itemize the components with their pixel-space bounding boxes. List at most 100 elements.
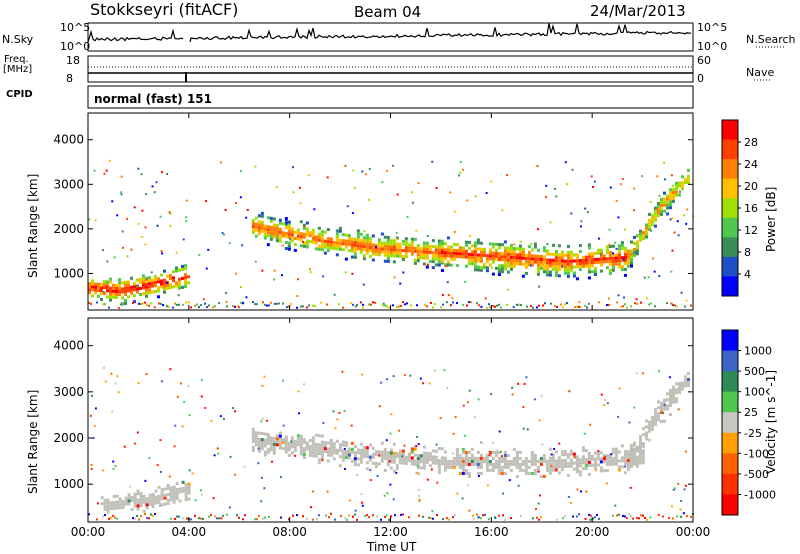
scatter-cell bbox=[187, 497, 191, 501]
scatter-cell bbox=[378, 454, 381, 457]
scatter-cell bbox=[184, 498, 188, 502]
scatter-cell bbox=[527, 245, 531, 249]
scatter-cell bbox=[452, 432, 455, 435]
scatter-cell bbox=[118, 500, 122, 504]
scatter-cell bbox=[194, 514, 196, 517]
scatter-cell bbox=[525, 376, 528, 379]
scatter-cell bbox=[410, 252, 414, 256]
scatter-cell bbox=[410, 447, 413, 450]
scatter-cell bbox=[101, 249, 104, 252]
scatter-cell bbox=[144, 243, 147, 246]
scatter-cell bbox=[257, 443, 261, 447]
scatter-cell bbox=[141, 209, 144, 212]
scatter-cell bbox=[416, 256, 420, 260]
scatter-cell bbox=[254, 440, 258, 444]
scatter-cell bbox=[154, 495, 158, 499]
scatter-cell bbox=[416, 244, 420, 248]
scatter-cell bbox=[344, 233, 348, 237]
scatter-cell bbox=[642, 514, 644, 517]
nsearch-tick-bottom: 10^0 bbox=[697, 40, 727, 53]
y-tick-label: 2000 bbox=[53, 431, 84, 445]
scatter-cell bbox=[473, 250, 477, 254]
scatter-cell bbox=[311, 228, 315, 232]
scatter-cell bbox=[437, 468, 441, 472]
scatter-cell bbox=[554, 256, 558, 260]
scatter-cell bbox=[554, 450, 558, 454]
scatter-cell bbox=[575, 277, 579, 281]
scatter-cell bbox=[454, 416, 457, 419]
scatter-cell bbox=[124, 499, 128, 503]
scatter-cell bbox=[385, 514, 388, 517]
scatter-cell bbox=[353, 249, 357, 253]
scatter-cell bbox=[608, 262, 612, 266]
scatter-cell bbox=[686, 515, 688, 518]
scatter-cell bbox=[441, 262, 444, 265]
scatter-cell bbox=[184, 279, 187, 283]
scatter-cell bbox=[269, 219, 273, 223]
scatter-cell bbox=[431, 239, 435, 243]
scatter-cell bbox=[590, 270, 594, 274]
scatter-cell bbox=[335, 238, 339, 242]
scatter-cell bbox=[476, 256, 480, 260]
scatter-cell bbox=[569, 265, 573, 269]
scatter-cell bbox=[344, 441, 348, 445]
scatter-cell bbox=[416, 304, 418, 307]
scatter-cell bbox=[356, 518, 358, 521]
scatter-cell bbox=[629, 249, 633, 253]
scatter-cell bbox=[272, 439, 276, 443]
scatter-cell bbox=[626, 258, 630, 262]
colorbar-swatch bbox=[722, 412, 738, 434]
scatter-cell bbox=[593, 252, 597, 256]
scatter-cell bbox=[272, 442, 276, 446]
scatter-cell bbox=[551, 465, 555, 469]
scatter-cell bbox=[479, 247, 483, 251]
scatter-cell bbox=[539, 257, 543, 261]
scatter-cell bbox=[632, 209, 635, 212]
scatter-cell bbox=[258, 515, 260, 518]
scatter-cell bbox=[589, 518, 592, 521]
scatter-cell bbox=[341, 443, 345, 447]
scatter-cell bbox=[242, 518, 244, 521]
scatter-cell bbox=[344, 271, 347, 274]
scatter-cell bbox=[101, 469, 104, 472]
scatter-cell bbox=[434, 455, 438, 459]
scatter-cell bbox=[151, 496, 155, 500]
scatter-cell bbox=[282, 302, 284, 305]
scatter-cell bbox=[151, 281, 154, 285]
scatter-cell bbox=[485, 192, 488, 195]
scatter-cell bbox=[563, 271, 567, 275]
scatter-cell bbox=[374, 465, 378, 469]
scatter-cell bbox=[494, 266, 498, 270]
scatter-cell bbox=[602, 460, 606, 464]
scatter-cell bbox=[395, 452, 399, 456]
scatter-cell bbox=[443, 456, 447, 460]
scatter-cell bbox=[690, 304, 692, 307]
scatter-cell bbox=[94, 282, 97, 286]
scatter-cell bbox=[436, 481, 439, 484]
scatter-cell bbox=[532, 306, 534, 309]
scatter-cell bbox=[587, 261, 591, 265]
scatter-cell bbox=[430, 301, 432, 304]
scatter-cell bbox=[572, 515, 574, 518]
scatter-cell bbox=[437, 447, 441, 451]
scatter-cell bbox=[145, 193, 148, 196]
scatter-cell bbox=[154, 280, 157, 284]
scatter-cell bbox=[527, 251, 531, 255]
scatter-cell bbox=[422, 256, 426, 260]
scatter-cell bbox=[212, 306, 214, 309]
scatter-cell bbox=[640, 301, 642, 304]
scatter-cell bbox=[278, 431, 282, 435]
scatter-cell bbox=[431, 461, 435, 465]
scatter-cell bbox=[198, 517, 200, 520]
scatter-cell bbox=[410, 243, 414, 247]
scatter-cell bbox=[417, 495, 420, 498]
scatter-cell bbox=[431, 254, 435, 258]
scatter-cell bbox=[329, 240, 333, 244]
scatter-cell bbox=[494, 254, 498, 258]
scatter-cell bbox=[554, 262, 558, 266]
scatter-cell bbox=[279, 476, 282, 479]
scatter-cell bbox=[553, 187, 556, 190]
scatter-cell bbox=[309, 271, 312, 274]
scatter-cell bbox=[410, 240, 414, 244]
scatter-cell bbox=[187, 385, 190, 388]
